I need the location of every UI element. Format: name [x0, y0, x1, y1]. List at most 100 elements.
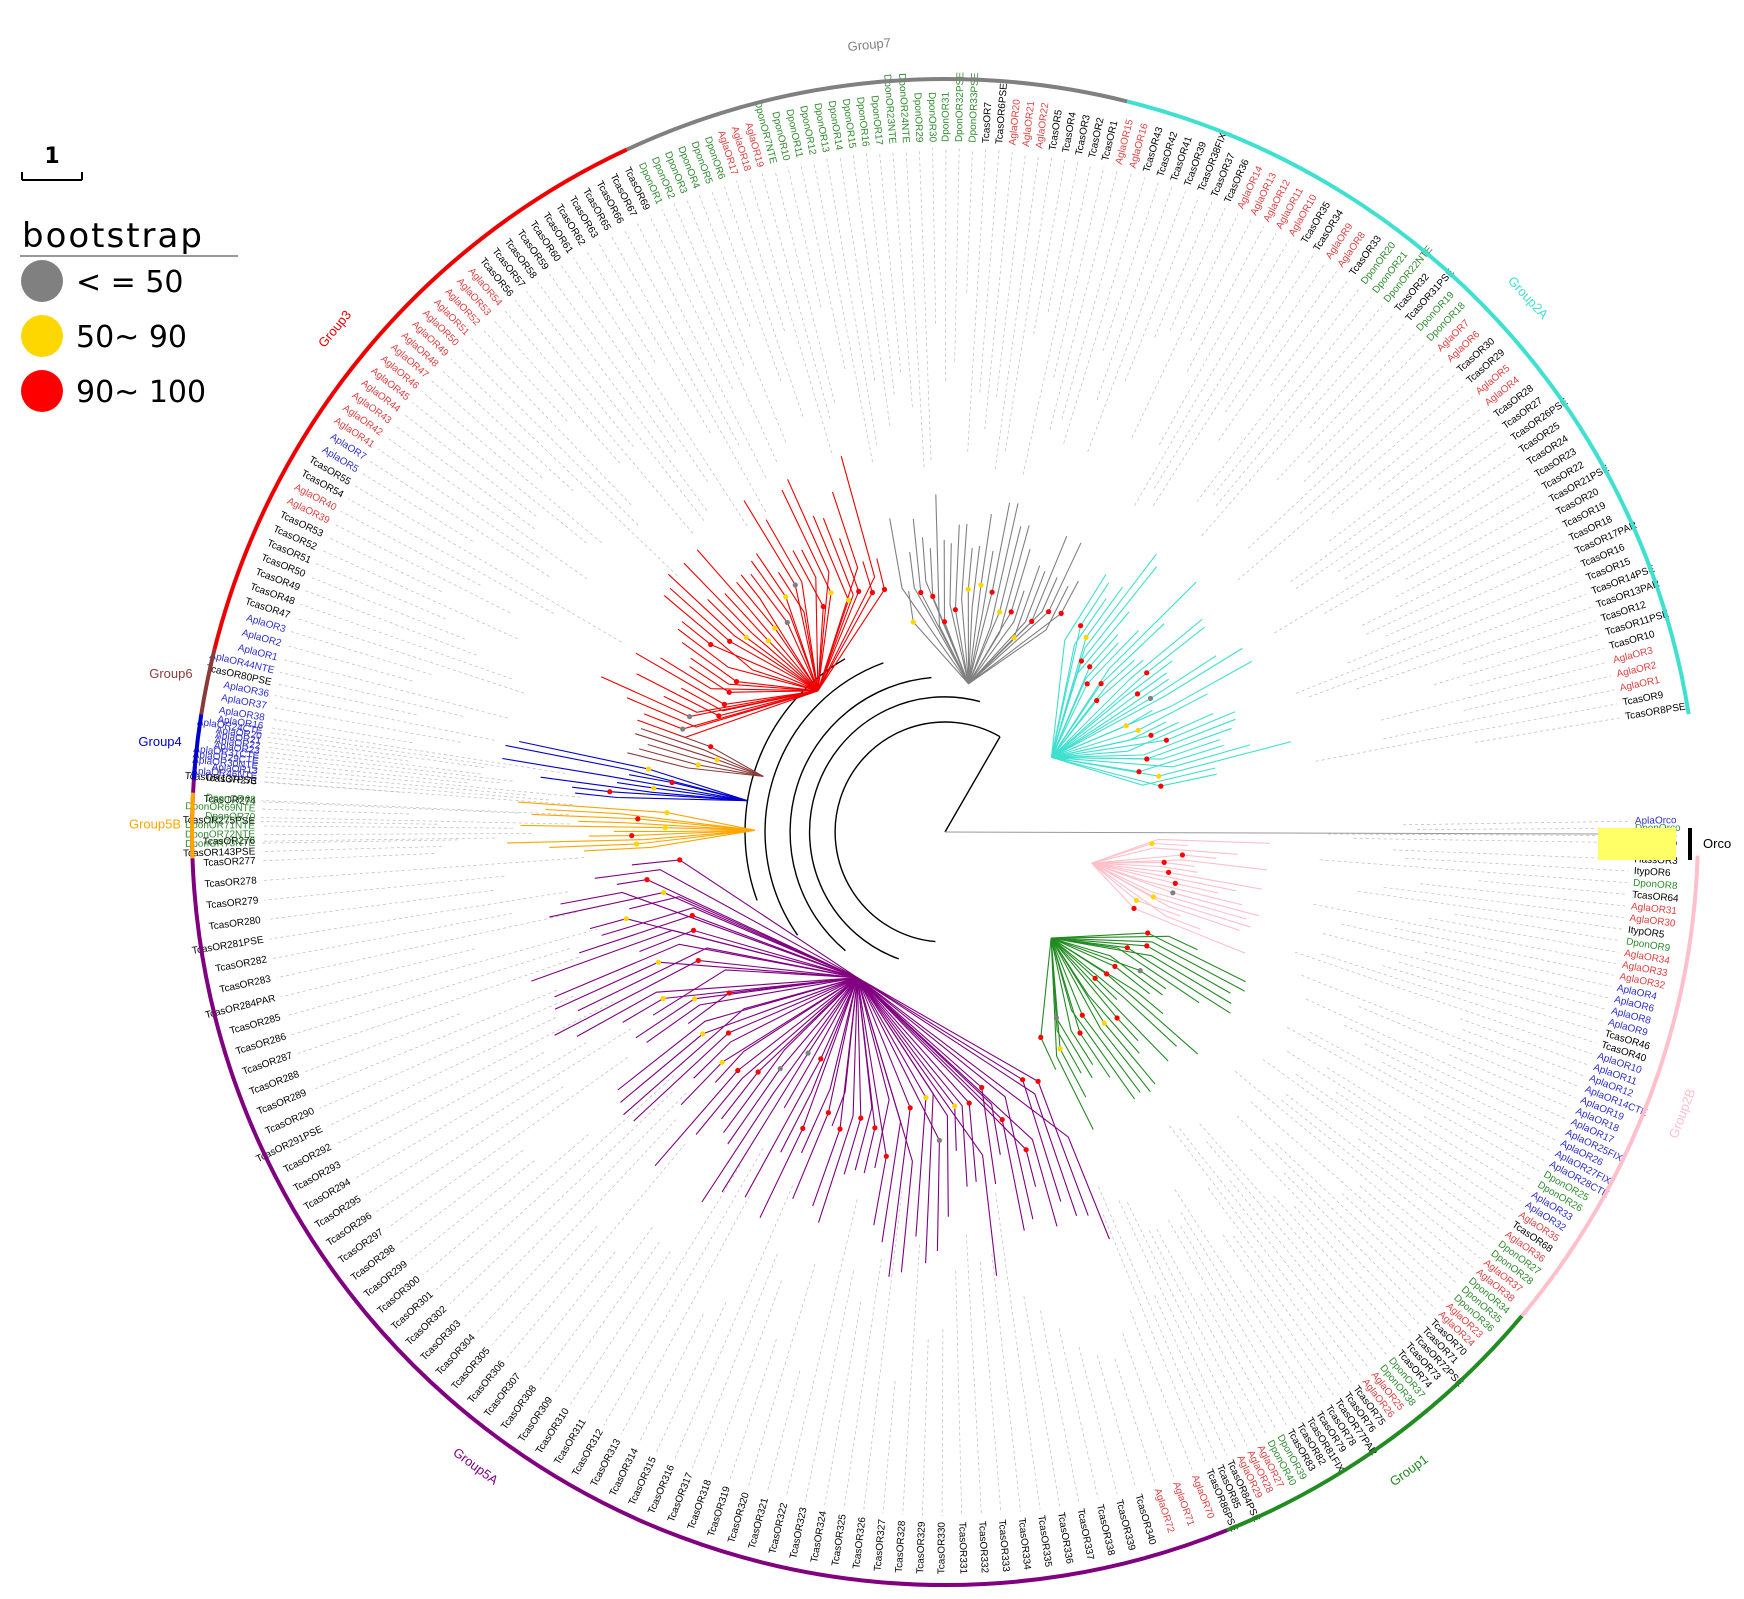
guide-line — [1033, 158, 1066, 335]
guide-line — [1169, 1125, 1361, 1376]
guide-line — [839, 156, 876, 381]
guide-line — [1463, 675, 1612, 711]
guide-line — [1308, 593, 1587, 698]
tip-label: TcasOR320 — [726, 1491, 752, 1545]
group4-branch — [575, 792, 748, 802]
group1-branch — [1050, 937, 1151, 1093]
guide-line — [1250, 1148, 1420, 1325]
group2a-label: Group2A — [1505, 273, 1551, 322]
group3-branch — [663, 690, 818, 713]
group5a-branch — [857, 977, 1110, 1240]
guide-line — [922, 1339, 929, 1516]
bootstrap-node — [669, 779, 675, 786]
bootstrap-node — [1046, 609, 1052, 615]
orco-branch — [944, 831, 1599, 835]
guide-line — [824, 1301, 862, 1506]
legend-title: bootstrap — [22, 216, 204, 256]
guide-line — [304, 590, 477, 656]
guide-line — [1222, 1234, 1334, 1396]
guide-line — [1078, 1346, 1118, 1495]
group3-branch — [690, 657, 818, 692]
tip-label: DponOR69NTE — [185, 801, 256, 814]
group1-arc — [1226, 1314, 1524, 1533]
group7-label: Group7 — [847, 35, 892, 54]
guide-line — [1063, 177, 1146, 444]
guide-line — [1385, 553, 1571, 637]
guide-line — [261, 837, 495, 842]
tip-label: ItypOR6 — [1634, 866, 1672, 879]
guide-line — [655, 1302, 727, 1453]
tip-label: TcasOR321 — [747, 1496, 771, 1550]
guide-line — [1358, 1006, 1576, 1099]
guide-line — [570, 1251, 671, 1405]
guide-line — [421, 391, 602, 544]
bootstrap-node — [1008, 609, 1014, 615]
guide-line — [1122, 1332, 1174, 1477]
bootstrap-node — [910, 619, 916, 625]
bootstrap-node — [1156, 773, 1162, 779]
tip-label: TcasOR283 — [219, 974, 273, 996]
tip-label: TcasOR275PSE — [183, 815, 256, 827]
guide-line — [967, 149, 987, 452]
group6-branch — [647, 743, 764, 777]
guide-line — [1049, 170, 1118, 430]
guide-line — [729, 1339, 777, 1482]
bootstrap-node — [952, 607, 959, 613]
guide-line — [1335, 1091, 1515, 1212]
group7-branch — [968, 585, 1069, 685]
bootstrap-node — [719, 1059, 725, 1065]
bootstrap-node — [1079, 1012, 1085, 1018]
tip-label: TcasOR339 — [1113, 1498, 1137, 1552]
guide-line — [260, 833, 532, 835]
guide-line — [586, 1164, 741, 1416]
guide-line — [1454, 913, 1621, 942]
bootstrap-node — [629, 833, 635, 839]
guide-line — [1405, 857, 1628, 872]
guide-line — [492, 1226, 598, 1345]
guide-line — [1283, 1172, 1428, 1318]
guide-line — [261, 839, 458, 844]
guide-line — [1417, 828, 1630, 830]
guide-line — [1475, 717, 1620, 743]
group2a-branch — [1050, 611, 1130, 758]
group3-branch — [626, 690, 819, 728]
guide-line — [412, 402, 587, 544]
bootstrap-node — [952, 1103, 958, 1109]
guide-line — [261, 817, 570, 825]
guide-line — [506, 1143, 686, 1358]
group5a-branch — [857, 977, 1078, 1216]
guide-line — [1118, 1200, 1238, 1451]
tip-label: TcasOR329 — [915, 1521, 928, 1574]
guide-line — [1398, 961, 1603, 1021]
guide-line — [431, 380, 543, 479]
guide-line — [319, 995, 574, 1109]
bootstrap-node — [883, 1153, 889, 1159]
tip-label: TcasOR333 — [996, 1519, 1011, 1572]
group2b-branch — [1091, 838, 1270, 864]
guide-line — [1281, 1099, 1481, 1259]
guide-line — [1285, 1094, 1488, 1250]
guide-line — [525, 290, 705, 521]
guide-line — [1061, 173, 1132, 420]
group1-label: Group1 — [1387, 1451, 1431, 1489]
guide-line — [573, 257, 748, 527]
group3-branch — [696, 549, 819, 692]
guide-line — [1393, 849, 1629, 860]
backbone-arc — [789, 676, 932, 952]
guide-line — [932, 148, 937, 324]
group3-branch — [817, 456, 876, 692]
guide-line — [1323, 933, 1606, 1010]
bootstrap-node — [1083, 634, 1089, 641]
guide-line — [290, 631, 432, 675]
group2a-branch — [1051, 678, 1170, 758]
guide-line — [636, 221, 767, 479]
tip-label: DponOR29 — [911, 92, 924, 143]
guide-line — [879, 151, 902, 373]
bootstrap-node — [1179, 852, 1185, 858]
group4-label: Group4 — [138, 734, 181, 749]
bootstrap-node — [1011, 635, 1017, 641]
bootstrap-node — [1166, 869, 1172, 876]
guide-line — [747, 1264, 816, 1488]
guide-line — [1287, 1026, 1540, 1172]
backbone-arc — [764, 662, 884, 936]
